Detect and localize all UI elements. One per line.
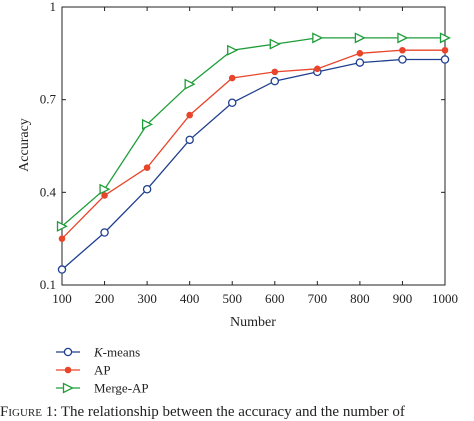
legend-label: Merge-AP bbox=[94, 381, 149, 396]
data-point-merge-ap bbox=[269, 38, 281, 50]
legend-marker bbox=[64, 366, 72, 374]
legend-label: K-means bbox=[93, 345, 140, 360]
series-k-means bbox=[57, 55, 450, 274]
data-point-merge-ap bbox=[312, 32, 324, 44]
series-ap bbox=[58, 46, 449, 242]
legend-label-italic: K bbox=[93, 345, 104, 360]
data-point-k-means bbox=[227, 98, 237, 108]
data-point-k-means bbox=[57, 265, 67, 274]
legend-entry-k-means: K-means bbox=[56, 345, 140, 360]
data-point-merge-ap bbox=[397, 32, 409, 44]
data-point-ap bbox=[399, 46, 406, 54]
caption-text: The relationship between the accuracy an… bbox=[60, 404, 405, 420]
data-point-merge-ap bbox=[141, 118, 154, 130]
legend: K-means AP Merge-AP bbox=[56, 345, 149, 396]
plot-area bbox=[61, 6, 446, 286]
data-point-ap bbox=[228, 74, 236, 82]
data-point-ap bbox=[101, 192, 108, 199]
legend-marker bbox=[63, 347, 73, 357]
data-point-ap bbox=[58, 235, 66, 242]
y-axis-label: Accuracy bbox=[17, 118, 32, 172]
data-point-k-means bbox=[398, 55, 407, 64]
data-point-merge-ap bbox=[354, 32, 366, 44]
legend-label-rest: -means bbox=[103, 345, 141, 360]
x-tick-label: 100 bbox=[52, 291, 72, 306]
x-tick-label: 500 bbox=[222, 291, 242, 306]
series-line-ap bbox=[61, 49, 445, 240]
data-point-k-means bbox=[355, 58, 365, 67]
data-point-ap bbox=[356, 50, 364, 57]
data-point-ap bbox=[143, 164, 151, 171]
x-tick-label: 200 bbox=[95, 291, 115, 306]
data-point-merge-ap bbox=[227, 44, 239, 56]
x-tick-label: 600 bbox=[265, 291, 285, 306]
series-line-merge-ap bbox=[61, 37, 445, 227]
x-tick-label: 300 bbox=[137, 291, 157, 306]
x-tick-label: 400 bbox=[180, 291, 200, 306]
legend-entry-merge-ap: Merge-AP bbox=[56, 381, 149, 396]
data-point-ap bbox=[441, 46, 449, 54]
figure-caption: Figure 1: The relationship between the a… bbox=[0, 404, 474, 421]
series-merge-ap bbox=[56, 32, 451, 232]
legend-entry-ap: AP bbox=[56, 363, 111, 378]
x-tick-label: 800 bbox=[350, 291, 370, 306]
x-axis-label: Number bbox=[230, 315, 276, 330]
y-tick-label: 0.4 bbox=[40, 184, 57, 199]
data-point-merge-ap bbox=[56, 220, 68, 232]
data-point-ap bbox=[186, 111, 193, 119]
y-tick-label: 0.1 bbox=[40, 277, 56, 292]
axes: 100 200 300 400 500 600 700 800 900 1000 0.1 0.4 0.7… bbox=[40, 0, 458, 306]
legend-marker bbox=[62, 382, 74, 394]
data-point-merge-ap bbox=[99, 183, 111, 195]
data-point-k-means bbox=[100, 228, 109, 237]
y-tick-label: 0.7 bbox=[40, 92, 57, 107]
x-tick-label: 900 bbox=[393, 291, 413, 306]
legend-label: AP bbox=[94, 363, 111, 378]
data-point-merge-ap bbox=[184, 78, 196, 90]
data-point-k-means bbox=[185, 135, 194, 145]
data-point-k-means bbox=[270, 76, 280, 86]
data-point-merge-ap bbox=[439, 32, 451, 44]
x-tick-label: 700 bbox=[308, 291, 328, 306]
chart: 100 200 300 400 500 600 700 800 900 1000 0.1 0.4 0.7… bbox=[17, 0, 458, 396]
data-point-k-means bbox=[142, 184, 152, 194]
caption-label: Figure 1: bbox=[0, 404, 58, 420]
y-tick-label: 1 bbox=[50, 0, 57, 14]
series-layer bbox=[56, 32, 451, 274]
data-point-ap bbox=[314, 65, 321, 73]
series-line-k-means bbox=[61, 58, 445, 271]
data-point-ap bbox=[271, 68, 279, 76]
plot-frame bbox=[61, 6, 446, 286]
data-point-k-means bbox=[440, 55, 450, 64]
x-tick-label: 1000 bbox=[432, 291, 458, 306]
